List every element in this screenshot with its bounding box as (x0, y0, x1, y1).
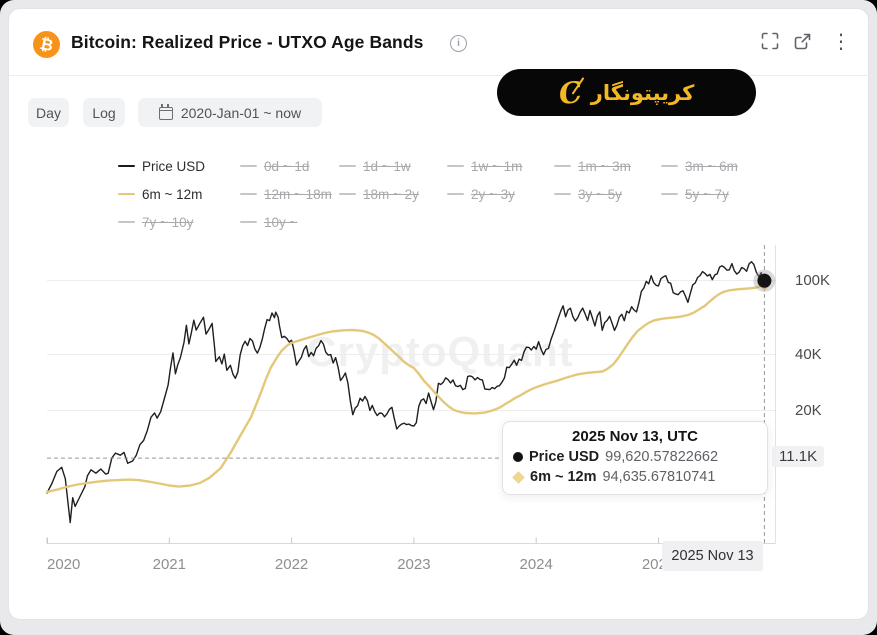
tooltip-band-label: 6m ~ 12m (530, 469, 597, 485)
legend-item[interactable]: 1d ~ 1w (339, 152, 447, 180)
legend-label: 6m ~ 12m (142, 186, 203, 202)
legend-item[interactable]: 7y ~ 10y (118, 208, 240, 236)
legend-item[interactable]: 0d ~ 1d (240, 152, 339, 180)
legend: Price USD 0d ~ 1d 1d ~ 1w 1w ~ 1m 1m ~ 3m 3m … (118, 152, 756, 236)
legend-item[interactable]: 3m ~ 6m (661, 152, 756, 180)
legend-label: 3m ~ 6m (685, 158, 738, 174)
tooltip-row-price: Price USD 99,620.57822662 (513, 447, 757, 467)
legend-item[interactable]: Price USD (118, 152, 240, 180)
legend-item[interactable]: 3y ~ 5y (554, 180, 661, 208)
chart-tooltip: 2025 Nov 13, UTC Price USD 99,620.578226… (502, 421, 768, 495)
calendar-icon (158, 104, 173, 120)
legend-label: 1w ~ 1m (471, 158, 523, 174)
x-axis-label: 2023 (397, 556, 431, 573)
tooltip-price-value: 99,620.57822662 (605, 449, 719, 465)
legend-dash-icon (661, 192, 678, 196)
legend-dash-icon (118, 220, 135, 224)
date-range-label: 2020-Jan-01 ~ now (180, 104, 302, 121)
x-axis-label: 2020 (47, 556, 81, 573)
share-icon[interactable] (793, 32, 812, 51)
legend-dash-icon (339, 164, 356, 168)
legend-dash-icon (554, 164, 571, 168)
y-axis-label: 20K (795, 401, 822, 419)
more-menu-icon[interactable]: ⋮ (831, 29, 851, 53)
x-axis-label: 2022 (274, 556, 309, 573)
legend-item[interactable]: 2y ~ 3y (447, 180, 554, 208)
legend-row: Price USD 0d ~ 1d 1d ~ 1w 1w ~ 1m 1m ~ 3m 3m … (118, 152, 756, 180)
tooltip-row-band: 6m ~ 12m 94,635.67810741 (512, 467, 757, 487)
legend-item[interactable]: 1m ~ 3m (554, 152, 661, 180)
crosshair-date-label: 2025 Nov 13 (662, 541, 763, 571)
legend-label: 12m ~ 18m (264, 186, 332, 202)
legend-dash-icon (447, 192, 464, 196)
legend-label: 5y ~ 7y (685, 186, 729, 202)
legend-dash-icon (240, 220, 257, 224)
legend-label: 10y ~ (264, 214, 298, 230)
watermark: CryptoQuant (306, 328, 574, 375)
legend-row: 6m ~ 12m 12m ~ 18m 18m ~ 2y 2y ~ 3y 3y ~ 5y 5… (118, 180, 756, 208)
legend-dash-icon (240, 192, 257, 196)
tooltip-band-value: 94,635.67810741 (602, 469, 716, 485)
legend-dash-icon (118, 164, 135, 168)
legend-label: 1d ~ 1w (363, 158, 411, 174)
legend-dash-icon (118, 192, 135, 196)
band-marker-icon (512, 470, 525, 484)
legend-item[interactable]: 18m ~ 2y (339, 180, 447, 208)
fullscreen-icon[interactable] (761, 32, 779, 50)
legend-label: 1m ~ 3m (578, 158, 631, 174)
crosshair-y-label: 11.1K (772, 446, 825, 467)
legend-dash-icon (554, 192, 571, 196)
y-axis-label: 100K (795, 271, 831, 289)
legend-dash-icon (447, 164, 464, 168)
legend-label: 18m ~ 2y (363, 186, 419, 202)
tooltip-price-label: Price USD (529, 449, 600, 465)
tooltip-date: 2025 Nov 13, UTC (572, 428, 698, 445)
page-title: Bitcoin: Realized Price - UTXO Age Bands (71, 32, 424, 52)
legend-dash-icon (661, 164, 678, 168)
legend-label: 3y ~ 5y (578, 186, 622, 202)
brand-name: کریپتونگار (590, 80, 695, 105)
legend-item[interactable]: 1w ~ 1m (447, 152, 554, 180)
series-price (46, 261, 766, 524)
legend-label: Price USD (142, 158, 206, 174)
legend-label: 7y ~ 10y (142, 214, 194, 230)
legend-item[interactable]: 10y ~ (240, 208, 339, 236)
legend-item[interactable]: 5y ~ 7y (661, 180, 756, 208)
legend-label: 0d ~ 1d (264, 158, 310, 174)
price-end-marker (757, 273, 772, 288)
header-divider (8, 75, 869, 76)
x-axis-label: 2024 (519, 556, 553, 573)
brand-badge: C کریپتونگار (497, 69, 756, 116)
legend-dash-icon (240, 164, 257, 168)
date-range-button[interactable]: 2020-Jan-01 ~ now (138, 98, 322, 127)
legend-dash-icon (339, 192, 356, 196)
bitcoin-icon: ₿ (33, 31, 60, 58)
info-icon[interactable]: i (450, 35, 467, 52)
legend-item[interactable]: 6m ~ 12m (118, 180, 240, 208)
y-axis-label: 40K (795, 345, 822, 363)
day-button[interactable]: Day (28, 98, 69, 127)
legend-label: 2y ~ 3y (471, 186, 515, 202)
series-band (45, 283, 766, 494)
legend-row: 7y ~ 10y 10y ~ (118, 208, 756, 236)
x-axis-label: 2021 (152, 556, 186, 573)
log-button[interactable]: Log (83, 98, 125, 127)
price-marker-icon (513, 452, 523, 462)
legend-item[interactable]: 12m ~ 18m (240, 180, 339, 208)
